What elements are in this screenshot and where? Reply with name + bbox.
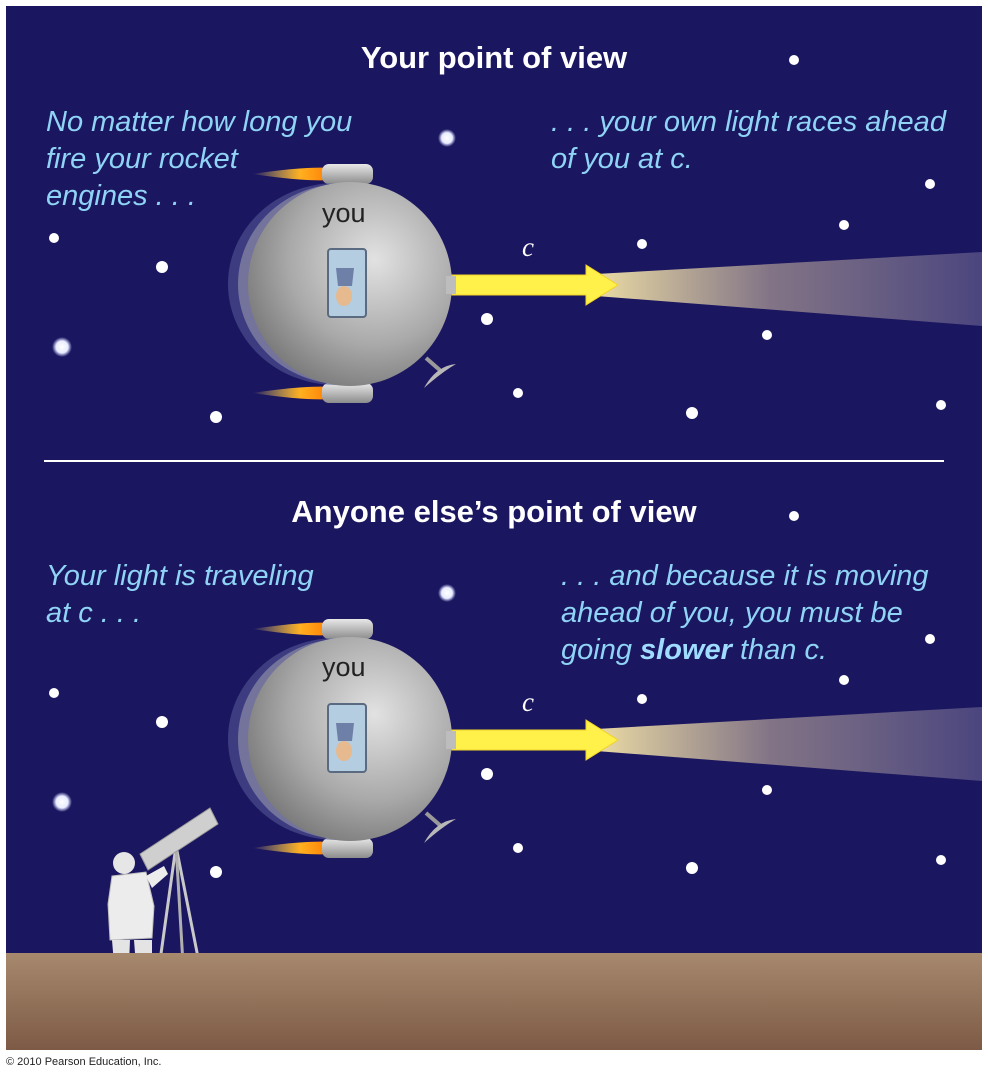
rocket-nozzle xyxy=(322,838,373,858)
ground xyxy=(6,953,982,1050)
ship-label-bottom: you xyxy=(322,652,366,682)
stars-top xyxy=(49,55,946,423)
rocket-nozzle xyxy=(322,619,373,639)
rocket-flame-bottom-upper xyxy=(252,622,332,636)
note-bottom-right-last-line: going slower than c. xyxy=(561,634,828,666)
rocket-nozzle xyxy=(322,383,373,403)
note-bottom-left: Your light is traveling at c . . . xyxy=(46,560,314,629)
light-beam-top xyxy=(451,252,982,326)
rocket-ship-top xyxy=(228,182,456,388)
heading-your-point-of-view: Your point of view xyxy=(360,40,628,75)
stars-bottom xyxy=(49,511,946,878)
rocket-flame-top-lower xyxy=(252,386,332,400)
heading-anyone-elses-point-of-view: Anyone else’s point of view xyxy=(291,494,697,529)
note-top-right: . . . your own light races ahead of you … xyxy=(551,106,946,175)
rocket-ship-bottom xyxy=(228,637,456,843)
space-scene xyxy=(49,55,982,1005)
copyright-notice: © 2010 Pearson Education, Inc. xyxy=(6,1056,162,1068)
diagram-frame: Your point of view No matter how long yo… xyxy=(6,6,982,1050)
note-bottom-right: . . . and because it is moving ahead of … xyxy=(561,558,929,669)
rocket-flame-bottom-lower xyxy=(252,841,332,855)
light-speed-label-top: c xyxy=(522,232,534,262)
light-beam-bottom xyxy=(451,707,982,781)
rocket-nozzle xyxy=(322,164,373,184)
ship-label-top: you xyxy=(322,198,366,228)
emphasis-slower: slower xyxy=(640,634,732,666)
light-speed-label-bottom: c xyxy=(522,687,534,717)
note-top-left: No matter how long you fire your rocket … xyxy=(46,106,353,212)
panel-divider xyxy=(44,460,944,462)
rocket-flame-top-upper xyxy=(252,167,332,181)
